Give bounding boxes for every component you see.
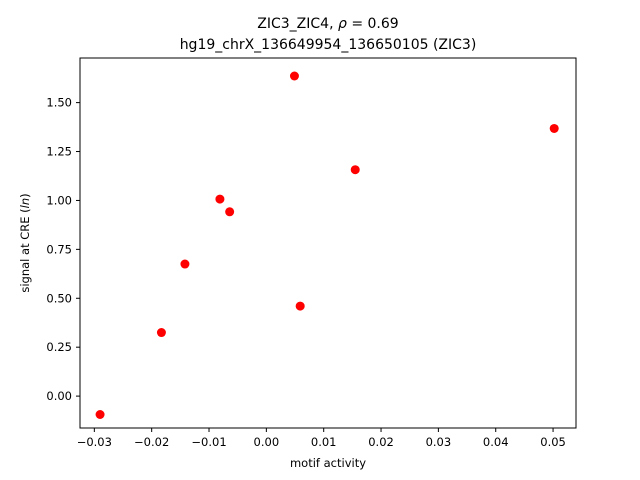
y-tick-label: 1.00 [46,193,72,207]
x-tick-label: 0.04 [483,435,509,449]
y-tick-label: 1.25 [46,145,72,159]
y-tick-label: 0.75 [46,242,72,256]
x-tick-label: 0.02 [368,435,394,449]
scatter-point [156,328,166,338]
x-axis-label: motif activity [290,456,366,470]
y-axis-ticks: 0.00 0.25 0.50 0.75 1.00 1.25 1.50 [46,96,80,403]
plot-frame [79,57,577,429]
x-tick-label: −0.01 [191,435,226,449]
x-tick-label: −0.02 [134,435,169,449]
scatter-point [180,259,190,269]
x-axis-ticks: −0.03 −0.02 −0.01 0.00 0.01 0.02 0.03 0.04 0.05 [77,428,566,449]
x-tick-label: 0.05 [540,435,566,449]
y-tick-label: 0.00 [46,389,72,403]
data-points [95,71,559,419]
scatter-point [549,123,559,133]
y-tick-label: 0.50 [46,291,72,305]
chart-title-line-2: hg19_chrX_136649954_136650105 (ZIC3) [180,37,477,53]
scatter-point [295,301,305,311]
scatter-point [350,165,360,175]
x-tick-label: 0.00 [254,435,280,449]
chart-title-line-1: ZIC3_ZIC4, ρ = 0.69 [257,16,398,32]
scatter-point [225,207,235,217]
y-tick-label: 1.50 [46,96,72,110]
y-tick-label: 0.25 [46,340,72,354]
x-tick-label: 0.03 [426,435,452,449]
x-tick-label: 0.01 [311,435,337,449]
x-tick-label: −0.03 [77,435,112,449]
scatter-point [289,71,299,81]
scatter-point [95,409,105,419]
y-axis-label: signal at CRE (ln) [18,193,32,292]
scatter-point [215,194,225,204]
